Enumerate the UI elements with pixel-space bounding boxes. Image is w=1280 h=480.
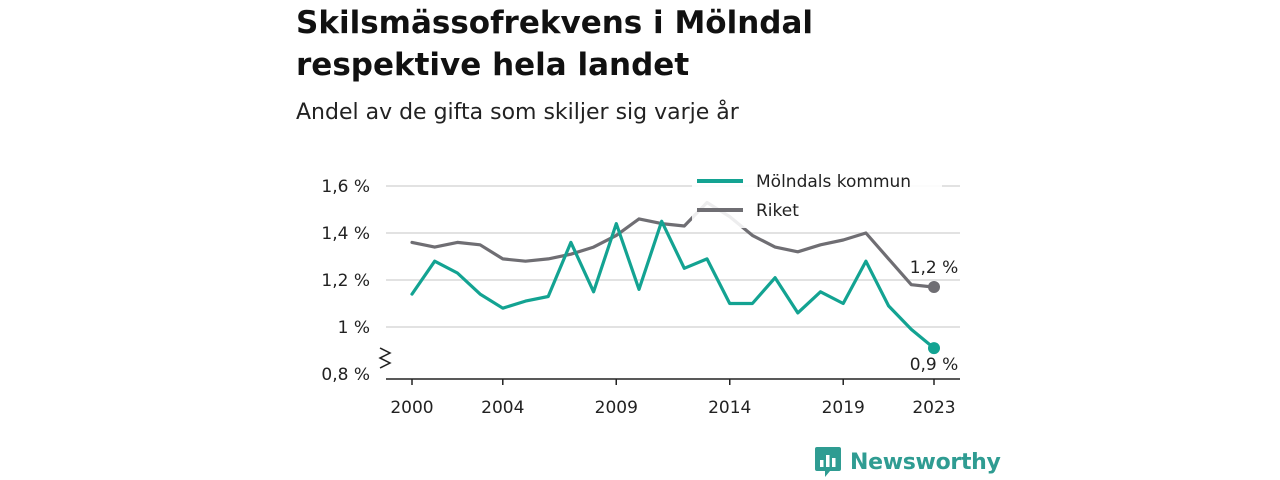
- legend-background: [692, 166, 942, 228]
- y-tick-label: 1,6 %: [321, 177, 370, 197]
- x-tick-label: 2000: [390, 398, 433, 418]
- legend-label: Mölndals kommun: [756, 172, 911, 192]
- legend-label: Riket: [756, 201, 799, 221]
- series-end-point: [928, 281, 940, 294]
- series-end-label: 1,2 %: [910, 258, 959, 278]
- y-tick-label: 0,8 %: [321, 365, 370, 385]
- x-tick-label: 2014: [708, 398, 751, 418]
- chart-subtitle: Andel av de gifta som skiljer sig varje …: [296, 100, 739, 125]
- chart-title: Skilsmässofrekvens i Mölndal respektive …: [296, 5, 814, 83]
- y-tick-label: 1,2 %: [321, 271, 370, 291]
- series-end-label: 0,9 %: [910, 355, 959, 375]
- x-tick-label: 2023: [912, 398, 955, 418]
- series-line: [410, 219, 936, 350]
- brand: Newsworthy: [814, 446, 1001, 478]
- x-tick-label: 2009: [595, 398, 638, 418]
- newsworthy-logo-icon: [815, 447, 841, 477]
- series-line: [410, 200, 936, 289]
- axis-break-icon: [378, 347, 392, 369]
- brand-name: Newsworthy: [850, 449, 1001, 475]
- x-tick-label: 2004: [481, 398, 524, 418]
- y-tick-label: 1 %: [338, 318, 370, 338]
- series-end-point: [928, 342, 940, 355]
- x-tick-label: 2019: [822, 398, 865, 418]
- y-tick-label: 1,4 %: [321, 224, 370, 244]
